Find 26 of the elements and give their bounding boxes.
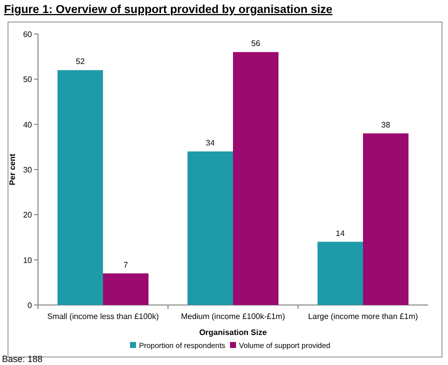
- bar: [103, 273, 148, 305]
- data-label: 14: [336, 228, 346, 238]
- y-tick-label: 20: [23, 210, 33, 220]
- x-axis-title: Organisation Size: [199, 328, 268, 337]
- data-label: 56: [251, 39, 261, 48]
- bar: [58, 70, 103, 305]
- x-tick-label: Large (income more than £1m): [308, 312, 418, 321]
- y-tick-label: 0: [28, 301, 33, 310]
- bar: [318, 242, 363, 305]
- x-tick-label: Medium (income £100k-£1m): [180, 312, 286, 321]
- y-tick-label: 40: [23, 120, 33, 130]
- bar: [188, 151, 233, 305]
- data-label: 38: [381, 120, 391, 130]
- y-axis-title: Per cent: [8, 153, 17, 186]
- bar: [233, 52, 278, 305]
- y-tick-label: 10: [23, 256, 33, 265]
- data-label: 7: [124, 260, 129, 270]
- y-tick-label: 50: [23, 75, 33, 84]
- y-tick-label: 30: [23, 166, 33, 174]
- bar: [363, 133, 408, 305]
- x-tick-label: Small (income less than £100k): [47, 312, 160, 321]
- y-tick-label: 60: [23, 30, 33, 39]
- data-label: 52: [76, 57, 86, 66]
- chart-title: Figure 1: Overview of support provided by organisation size: [4, 4, 332, 16]
- text: Base: 188: [2, 354, 43, 364]
- data-label: 34: [206, 138, 216, 148]
